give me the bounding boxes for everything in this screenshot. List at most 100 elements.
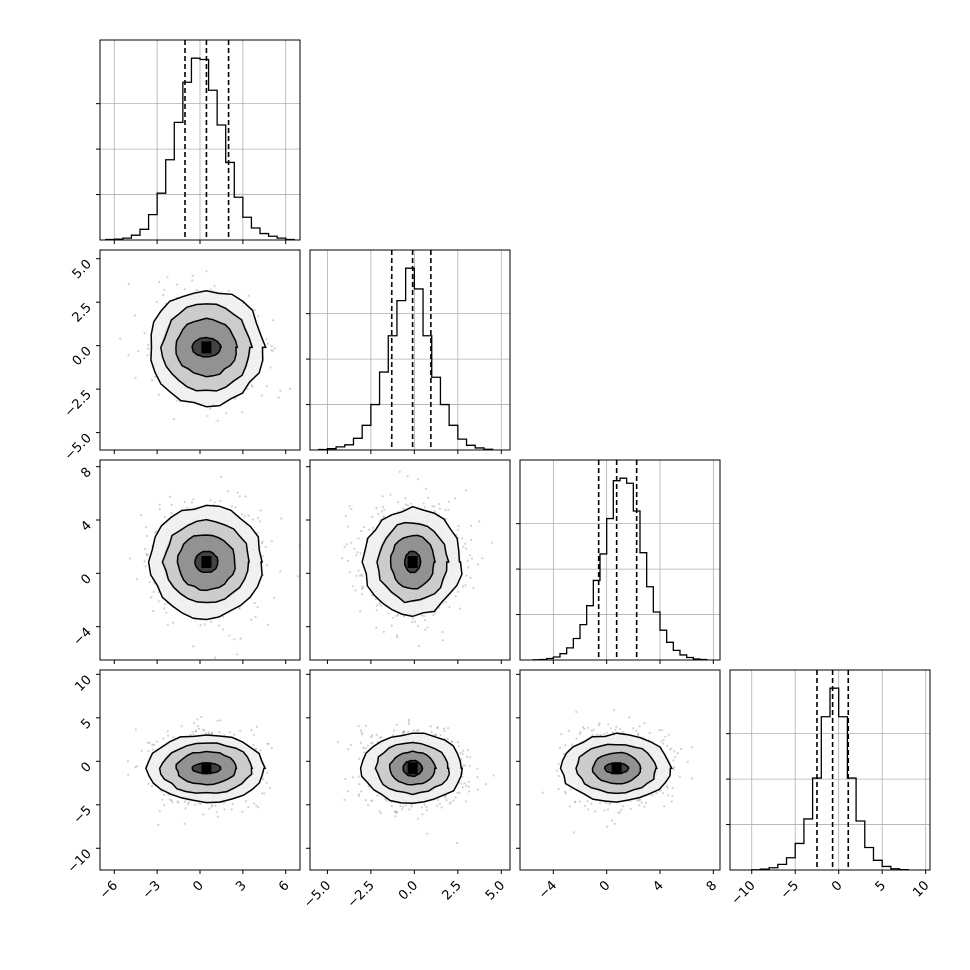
scatter-point: [371, 594, 374, 597]
scatter-point: [197, 802, 200, 805]
scatter-point: [128, 557, 132, 560]
scatter-point: [270, 747, 273, 750]
scatter-point: [361, 574, 364, 577]
scatter-point: [347, 559, 350, 563]
scatter-point: [161, 798, 164, 801]
histogram-step: [318, 267, 494, 451]
scatter-point: [379, 811, 382, 815]
scatter-point: [465, 574, 468, 577]
scatter-point: [184, 807, 187, 810]
scatter-point: [244, 495, 247, 498]
scatter-point: [252, 743, 255, 746]
joint-panel-1-0: [99, 249, 301, 451]
scatter-point: [416, 729, 419, 732]
scatter-point: [137, 350, 140, 353]
scatter-point: [170, 503, 173, 506]
scatter-point: [187, 803, 190, 806]
scatter-point: [441, 630, 444, 634]
scatter-point: [456, 791, 459, 794]
scatter-point: [186, 506, 189, 509]
scatter-point: [261, 540, 264, 543]
scatter-point: [257, 315, 260, 318]
scatter-point: [273, 347, 276, 350]
scatter-point: [407, 730, 410, 733]
scatter-point: [380, 510, 384, 513]
scatter-point: [168, 495, 171, 498]
scatter-point: [135, 578, 138, 581]
scatter-point: [183, 822, 186, 825]
scatter-point: [416, 817, 419, 820]
scatter-point: [361, 585, 364, 588]
scatter-point: [454, 796, 457, 799]
density-core: [407, 556, 418, 568]
scatter-point: [167, 734, 170, 737]
scatter-point: [259, 509, 262, 512]
scatter-point: [271, 349, 274, 352]
scatter-point: [194, 729, 197, 733]
scatter-point: [364, 799, 367, 802]
scatter-point: [492, 774, 495, 777]
scatter-point: [191, 279, 194, 282]
scatter-point: [253, 308, 256, 312]
scatter-point: [345, 543, 348, 546]
scatter-point: [422, 502, 425, 505]
scatter-point: [194, 730, 197, 733]
scatter-point: [432, 613, 435, 617]
scatter-point: [247, 514, 250, 517]
scatter-point: [411, 617, 414, 620]
histogram-panel-2: [516, 459, 721, 661]
scatter-point: [464, 764, 467, 767]
scatter-point: [387, 612, 390, 615]
scatter-point: [423, 619, 427, 622]
scatter-point: [227, 490, 230, 493]
scatter-point: [270, 540, 273, 543]
scatter-point: [259, 520, 262, 523]
panels: −6 −3 0 3 6 −5.0 −2.5 0.0 2.5 5.0 −4 0 4 8 −10 −5 0 5 10−5…: [62, 39, 932, 911]
scatter-point: [423, 506, 426, 509]
scatter-point: [381, 505, 384, 508]
scatter-point: [472, 586, 475, 590]
scatter-point: [378, 736, 381, 739]
scatter-point: [163, 603, 167, 606]
scatter-point: [465, 784, 468, 787]
scatter-point: [364, 747, 367, 750]
scatter-point: [266, 742, 269, 745]
contour-line: [161, 518, 250, 604]
scatter-point: [146, 554, 149, 557]
scatter-point: [355, 554, 358, 557]
scatter-point: [382, 515, 385, 518]
scatter-point: [210, 620, 213, 623]
scatter-point: [476, 788, 479, 791]
contour-line: [361, 505, 463, 618]
scatter-point: [251, 385, 254, 388]
scatter-point: [166, 623, 169, 626]
scatter-point: [398, 470, 401, 473]
scatter-point: [457, 525, 460, 528]
contour-line: [191, 762, 222, 775]
scatter-point: [296, 575, 299, 578]
scatter-point: [436, 726, 439, 729]
scatter-point: [133, 314, 137, 317]
scatter-point: [209, 407, 212, 410]
scatter-point: [464, 584, 467, 587]
scatter-point: [163, 607, 166, 610]
scatter-point: [148, 741, 151, 745]
scatter-point: [451, 740, 454, 744]
scatter-point: [380, 604, 383, 607]
scatter-point: [202, 813, 205, 816]
scatter-point: [147, 343, 150, 346]
scatter-point: [216, 815, 219, 818]
scatter-point: [269, 366, 272, 369]
scatter-point: [402, 615, 406, 618]
scatter-point: [437, 502, 441, 506]
scatter-point: [400, 808, 404, 811]
scatter-point: [426, 626, 429, 629]
scatter-point: [358, 783, 361, 786]
scatter-point: [218, 624, 221, 627]
scatter-point: [158, 810, 161, 813]
scatter-point: [350, 541, 353, 544]
scatter-point: [370, 742, 373, 745]
scatter-point: [158, 280, 161, 283]
scatter-point: [267, 742, 270, 745]
scatter-point: [456, 741, 460, 744]
